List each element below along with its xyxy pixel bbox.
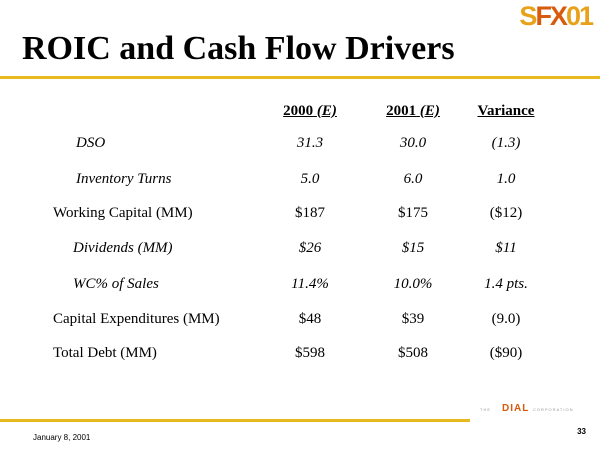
value-variance: (9.0) (491, 311, 521, 327)
table-row: WC% of Sales 11.4% 10.0% 1.4 pts. (0, 276, 600, 298)
row-label: Inventory Turns (76, 171, 172, 187)
value-2000: $187 (295, 205, 325, 221)
row-label: Working Capital (MM) (53, 205, 193, 221)
logo-01: 01 (565, 1, 594, 31)
slide-title: ROIC and Cash Flow Drivers (22, 30, 455, 67)
brand-prefix: THE (480, 407, 491, 412)
logo-fx: FX (535, 1, 567, 31)
brand-name: DIAL (502, 403, 530, 414)
header-2001-year: 2001 (386, 103, 417, 119)
page-number: 33 (577, 427, 586, 436)
logo-s: S (519, 1, 537, 31)
table-row: Capital Expenditures (MM) $48 $39 (9.0) (0, 311, 600, 333)
value-2000: $26 (298, 240, 322, 256)
dial-corporation-logo: THE DIAL CORPORATION (480, 402, 590, 416)
value-variance: 1.4 pts. (484, 276, 528, 292)
brand-suffix: CORPORATION (533, 407, 574, 412)
value-2000: $48 (298, 311, 322, 327)
row-label: DSO (76, 135, 106, 151)
header-2000: 2000 (E) (283, 103, 337, 120)
value-variance: (1.3) (491, 135, 521, 151)
header-2001: 2001 (E) (386, 103, 440, 120)
value-2001: 6.0 (403, 171, 423, 187)
table-row: DSO 31.3 30.0 (1.3) (0, 135, 600, 157)
header-variance: Variance (478, 103, 535, 120)
footer-date: January 8, 2001 (33, 433, 91, 442)
row-label: Capital Expenditures (MM) (53, 311, 220, 327)
value-variance: $11 (495, 240, 517, 256)
header-2000-est: (E) (316, 103, 337, 119)
value-2001: 30.0 (399, 135, 427, 151)
table-row: Working Capital (MM) $187 $175 ($12) (0, 205, 600, 227)
value-2000: 5.0 (300, 171, 320, 187)
value-2001: $39 (401, 311, 425, 327)
value-2000: 31.3 (296, 135, 324, 151)
header-variance-label: Variance (477, 103, 535, 119)
row-label: WC% of Sales (73, 276, 159, 292)
value-2000: 11.4% (291, 276, 329, 292)
footer-divider (0, 419, 470, 422)
row-label: Dividends (MM) (73, 240, 173, 256)
value-2001: $15 (401, 240, 425, 256)
row-label: Total Debt (MM) (53, 345, 157, 361)
table-row: Dividends (MM) $26 $15 $11 (0, 240, 600, 262)
value-2000: $598 (295, 345, 325, 361)
value-2001: 10.0% (393, 276, 433, 292)
header-2000-year: 2000 (283, 103, 314, 119)
sfx01-logo: SFX01 (519, 1, 594, 31)
value-2001: $508 (398, 345, 428, 361)
value-variance: 1.0 (496, 171, 516, 187)
header-2001-est: (E) (419, 103, 440, 119)
table-row: Inventory Turns 5.0 6.0 1.0 (0, 171, 600, 193)
value-variance: ($90) (489, 345, 523, 361)
value-2001: $175 (398, 205, 428, 221)
value-variance: ($12) (489, 205, 523, 221)
title-divider (0, 76, 600, 79)
table-row: Total Debt (MM) $598 $508 ($90) (0, 345, 600, 367)
